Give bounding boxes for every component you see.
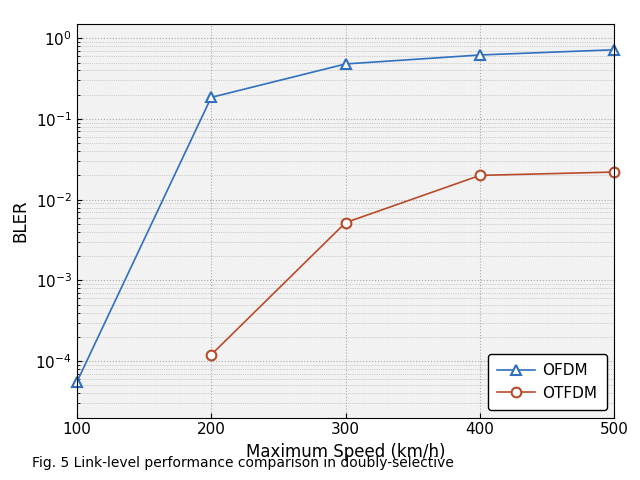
OFDM [611, 47, 618, 53]
OTFDM [342, 220, 349, 226]
Legend: OFDM, OTFDM: OFDM, OTFDM [488, 354, 607, 410]
Y-axis label: BLER: BLER [12, 200, 30, 242]
OFDM [73, 379, 81, 385]
Line: OFDM: OFDM [72, 45, 620, 387]
Text: Fig. 5 Link-level performance comparison in doubly-selective: Fig. 5 Link-level performance comparison… [32, 456, 454, 470]
OFDM [342, 61, 349, 67]
X-axis label: Maximum Speed (km/h): Maximum Speed (km/h) [246, 443, 445, 461]
OTFDM [611, 169, 618, 175]
OTFDM [476, 172, 484, 178]
OFDM [207, 95, 215, 100]
OFDM [476, 52, 484, 58]
Line: OTFDM: OTFDM [206, 167, 620, 360]
OTFDM [207, 352, 215, 358]
